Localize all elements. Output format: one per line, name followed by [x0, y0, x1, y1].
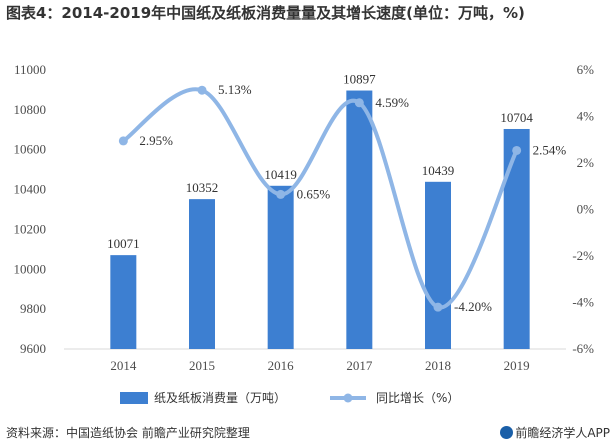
- bar: [425, 181, 451, 349]
- bar-value-label: 10419: [264, 167, 297, 182]
- growth-rate-point: [512, 145, 522, 155]
- brand-logo-icon: [500, 426, 514, 439]
- growth-rate-point: [118, 136, 128, 146]
- x-tick-label: 2014: [110, 358, 137, 373]
- bar: [110, 255, 137, 349]
- y-right-tick-label: -4%: [572, 295, 594, 310]
- line-value-label: 0.65%: [297, 186, 331, 201]
- bar: [189, 199, 215, 349]
- y-left-tick-label: 10000: [14, 261, 47, 276]
- y-right-tick-label: 2%: [577, 155, 595, 170]
- y-left-tick-label: 11000: [14, 62, 46, 77]
- growth-rate-point: [276, 189, 286, 199]
- y-right-tick-label: 6%: [577, 62, 595, 77]
- y-left-tick-label: 10600: [14, 142, 47, 157]
- line-value-label: 2.95%: [139, 133, 173, 148]
- source-note: 资料来源：中国造纸协会 前瞻产业研究院整理: [6, 426, 250, 440]
- line-value-label: -4.20%: [454, 299, 492, 314]
- bar: [267, 185, 294, 349]
- chart-title: 图表4：2014-2019年中国纸及纸板消费量量及其增长速度(单位：万吨，%): [6, 4, 525, 22]
- growth-rate-point: [197, 85, 207, 95]
- y-left-tick-label: 10200: [14, 221, 47, 236]
- bar-value-label: 10897: [343, 72, 376, 87]
- line-value-label: 2.54%: [533, 142, 567, 157]
- y-right-tick-label: 0%: [577, 202, 595, 217]
- bar-value-label: 10352: [186, 180, 219, 195]
- bar-value-label: 10439: [422, 163, 455, 178]
- brand-name: 前瞻经济学人APP: [515, 426, 610, 440]
- x-tick-label: 2017: [346, 358, 373, 373]
- y-right-tick-label: -6%: [572, 341, 594, 356]
- x-tick-label: 2015: [189, 358, 215, 373]
- growth-rate-point: [354, 98, 364, 108]
- line-value-label: 5.13%: [218, 82, 252, 97]
- x-tick-label: 2019: [504, 358, 530, 373]
- bar: [346, 90, 373, 349]
- y-right-tick-label: -2%: [572, 248, 594, 263]
- footer: 资料来源：中国造纸协会 前瞻产业研究院整理 前瞻经济学人APP: [6, 424, 610, 442]
- bar-value-label: 10704: [500, 110, 533, 125]
- y-right-tick-label: 4%: [577, 109, 595, 124]
- legend-bar-swatch: [120, 392, 148, 404]
- growth-rate-point: [433, 302, 443, 312]
- y-left-tick-label: 9800: [20, 301, 46, 316]
- line-value-label: 4.59%: [375, 95, 409, 110]
- y-left-tick-label: 10400: [14, 182, 47, 197]
- legend-bar-label: 纸及纸板消费量（万吨）: [154, 391, 286, 405]
- legend-line-marker: [343, 393, 353, 403]
- bar-value-label: 10071: [107, 236, 140, 251]
- x-tick-label: 2016: [268, 358, 295, 373]
- y-left-tick-label: 10800: [14, 102, 47, 117]
- y-left-tick-label: 9600: [20, 341, 46, 356]
- brand-label: 前瞻经济学人APP: [500, 424, 610, 441]
- legend-line-label: 同比增长（%）: [376, 391, 459, 405]
- x-tick-label: 2018: [425, 358, 451, 373]
- bar: [503, 128, 530, 349]
